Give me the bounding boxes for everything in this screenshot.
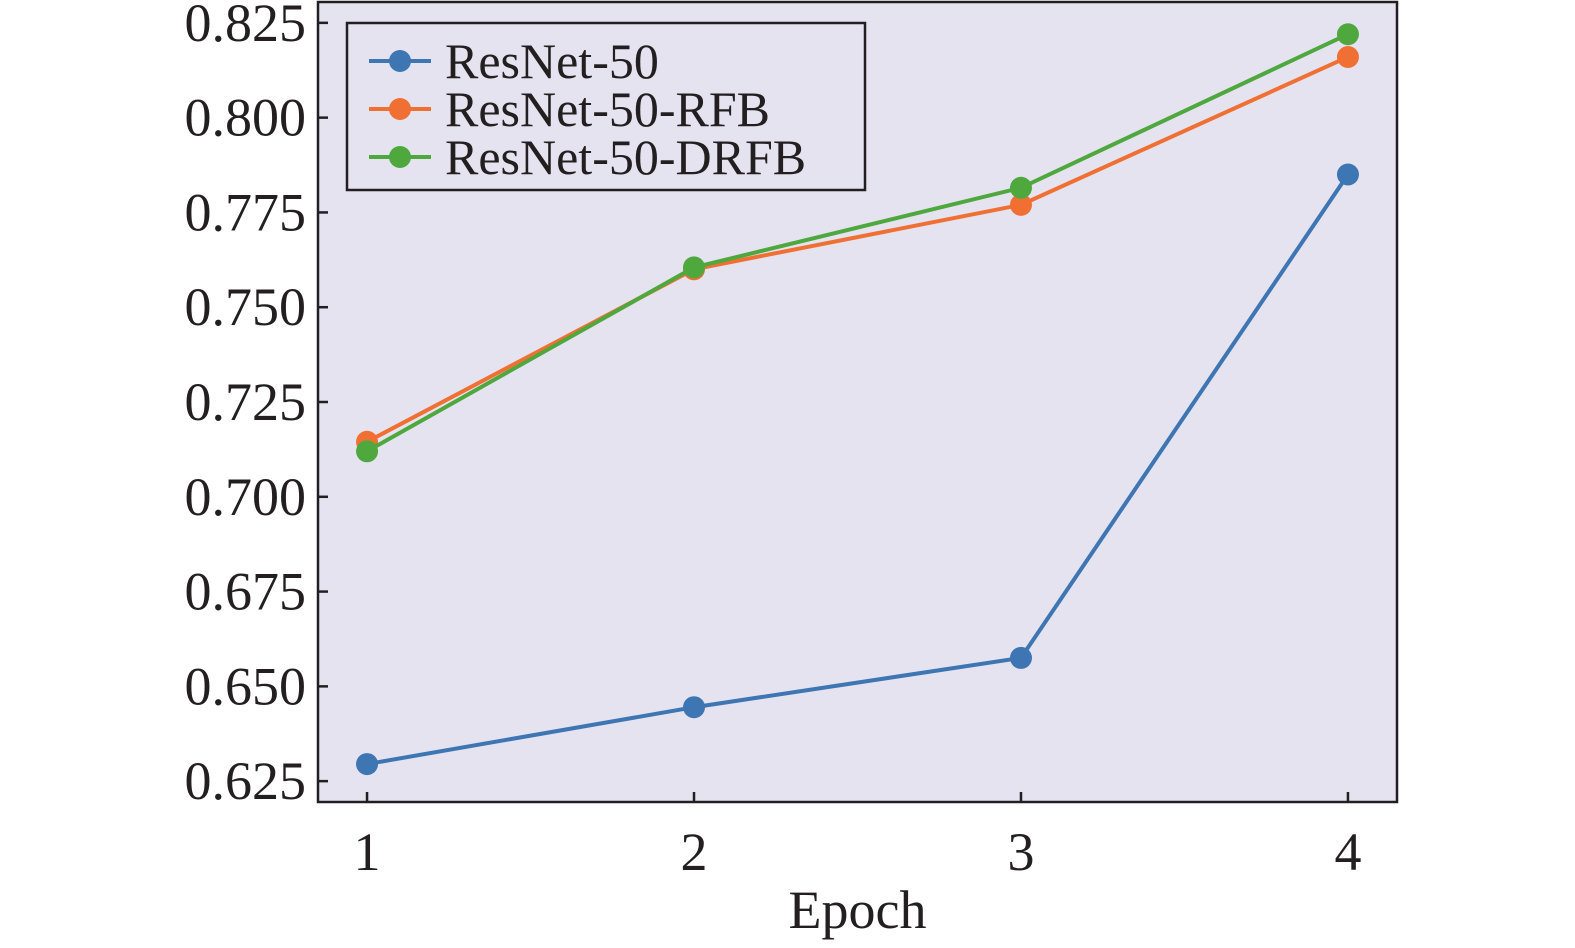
y-tick-label: 0.625 (185, 751, 307, 811)
series-line (366, 32, 1349, 454)
data-point (356, 440, 379, 463)
series-line (366, 173, 1350, 767)
data-point (1336, 163, 1359, 186)
legend-item: ResNet-50-DRFB (369, 129, 806, 185)
y-tick-label: 0.800 (185, 88, 307, 148)
y-tick-label: 0.775 (185, 182, 307, 242)
legend-item: ResNet-50-RFB (369, 81, 770, 137)
x-tick-label: 2 (681, 822, 708, 882)
legend-marker (389, 146, 411, 168)
x-tick-label: 4 (1334, 822, 1361, 882)
series-line (366, 55, 1349, 444)
legend-label: ResNet-50-RFB (445, 81, 770, 137)
data-point (1009, 646, 1032, 669)
y-tick-label: 0.825 (185, 0, 307, 53)
legend-item: ResNet-50 (369, 33, 659, 89)
series-layer (356, 23, 1359, 776)
x-axis-title: Epoch (789, 880, 927, 940)
y-axis: 0.625 0.650 0.675 0.700 0.725 0.750 0.775 0.800… (185, 0, 328, 811)
x-axis: 1 2 3 4 (354, 792, 1361, 882)
x-tick-label: 1 (354, 822, 381, 882)
series-resnet-50 (356, 163, 1359, 776)
legend-box (345, 21, 867, 192)
data-point (683, 696, 706, 719)
y-tick-label: 0.700 (185, 467, 307, 527)
data-point (356, 753, 379, 776)
data-point (1336, 23, 1359, 46)
legend-marker (389, 50, 411, 72)
data-point (1009, 193, 1032, 216)
data-point (683, 256, 706, 279)
legend-marker (389, 98, 411, 120)
y-tick-label: 0.650 (185, 656, 307, 716)
data-point (1009, 176, 1032, 199)
y-tick-label: 0.750 (185, 277, 307, 337)
y-tick-label: 0.725 (185, 372, 307, 432)
legend-label: ResNet-50-DRFB (445, 129, 806, 185)
legend-label: ResNet-50 (445, 33, 659, 89)
x-tick-label: 3 (1007, 822, 1034, 882)
y-tick-label: 0.675 (185, 562, 307, 622)
data-point (1336, 45, 1359, 68)
series-resnet-50-drfb (356, 23, 1359, 463)
